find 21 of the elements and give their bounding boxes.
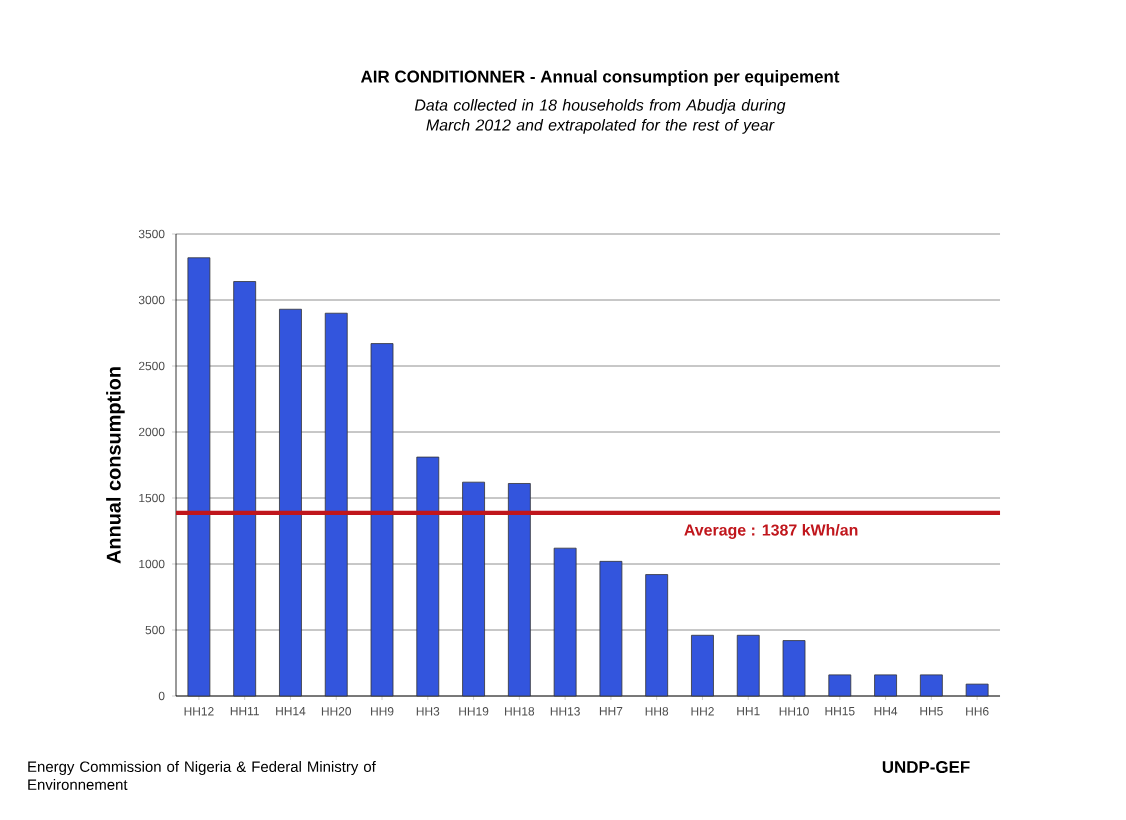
text: UNDP-GEF bbox=[882, 761, 970, 774]
bar bbox=[462, 481, 485, 697]
bar bbox=[507, 483, 531, 697]
y-axis-title: Annual consumption bbox=[106, 367, 125, 564]
bar bbox=[553, 547, 577, 697]
bar bbox=[736, 634, 760, 697]
bar bbox=[691, 634, 714, 697]
bar bbox=[324, 312, 348, 697]
bar bbox=[416, 456, 440, 697]
bar bbox=[599, 560, 623, 697]
bar bbox=[782, 640, 806, 697]
bar bbox=[645, 574, 669, 697]
bar bbox=[279, 308, 302, 697]
bar bbox=[233, 281, 257, 697]
bar bbox=[370, 343, 394, 697]
chart-title: AIR CONDITIONNER - Annual consumption per equipement bbox=[360, 70, 840, 86]
bar bbox=[919, 674, 943, 697]
bar bbox=[965, 683, 989, 697]
bar bbox=[828, 674, 852, 697]
bar bbox=[187, 257, 211, 697]
bar bbox=[874, 674, 897, 697]
